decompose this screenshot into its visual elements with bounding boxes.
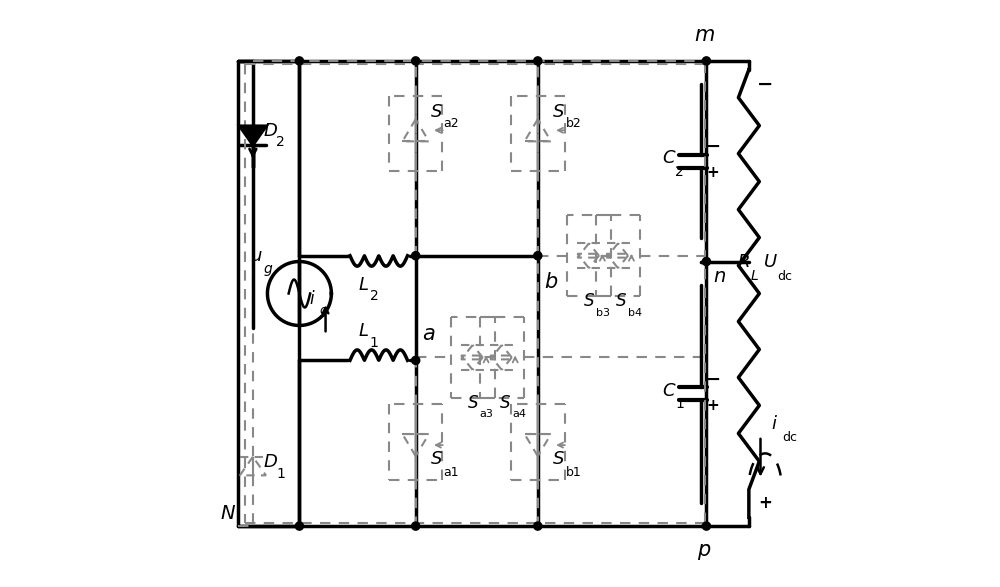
Text: $S$: $S$	[552, 450, 565, 468]
Text: $L$: $L$	[358, 322, 369, 340]
Text: b1: b1	[566, 465, 581, 478]
Text: L: L	[751, 269, 758, 283]
Text: $N$: $N$	[220, 504, 236, 523]
Text: $p$: $p$	[697, 542, 712, 562]
Circle shape	[534, 57, 542, 65]
Circle shape	[295, 522, 303, 530]
Text: 2: 2	[675, 165, 684, 178]
Text: $D$: $D$	[263, 122, 278, 140]
Text: +: +	[758, 494, 772, 512]
Text: 1: 1	[276, 467, 285, 481]
Text: $L$: $L$	[358, 276, 369, 294]
Circle shape	[702, 522, 710, 530]
Text: $S$: $S$	[552, 103, 565, 120]
Text: $S$: $S$	[583, 292, 595, 310]
Circle shape	[295, 57, 303, 65]
Text: $U$: $U$	[763, 252, 778, 271]
Text: $b$: $b$	[544, 272, 558, 292]
Text: 1: 1	[370, 336, 379, 350]
Circle shape	[702, 258, 710, 265]
Text: $S$: $S$	[615, 292, 627, 310]
Text: +: +	[706, 398, 719, 413]
Text: −: −	[705, 138, 720, 156]
Text: +: +	[706, 165, 719, 180]
Text: g: g	[320, 305, 328, 318]
Text: $D$: $D$	[263, 453, 278, 471]
Text: −: −	[757, 75, 773, 94]
Text: $S$: $S$	[499, 394, 511, 412]
Text: $i$: $i$	[771, 416, 778, 433]
Text: $R$: $R$	[737, 252, 750, 271]
Circle shape	[412, 356, 420, 365]
Text: 2: 2	[370, 289, 379, 303]
Text: $a$: $a$	[422, 324, 435, 344]
Text: a1: a1	[444, 465, 459, 478]
Text: $m$: $m$	[694, 25, 715, 45]
Circle shape	[412, 57, 420, 65]
Text: b3: b3	[596, 308, 610, 318]
Text: $C$: $C$	[662, 382, 677, 400]
Polygon shape	[240, 126, 266, 145]
Text: b2: b2	[566, 117, 581, 130]
Text: dc: dc	[777, 269, 792, 282]
Text: dc: dc	[783, 431, 798, 444]
Text: 1: 1	[675, 397, 684, 411]
Text: $C$: $C$	[662, 149, 677, 167]
Text: a2: a2	[444, 117, 459, 130]
Text: $S$: $S$	[467, 394, 479, 412]
Text: $S$: $S$	[430, 103, 443, 120]
Text: a4: a4	[512, 410, 526, 420]
Text: $S$: $S$	[430, 450, 443, 468]
Circle shape	[702, 57, 710, 65]
Text: $n$: $n$	[713, 266, 726, 285]
Circle shape	[412, 252, 420, 260]
Circle shape	[412, 522, 420, 530]
Circle shape	[534, 252, 542, 260]
Text: $i$: $i$	[309, 291, 315, 308]
Text: −: −	[705, 371, 720, 389]
Text: g: g	[263, 262, 272, 276]
Text: b4: b4	[628, 308, 643, 318]
Text: a3: a3	[480, 410, 494, 420]
Text: 2: 2	[276, 136, 285, 149]
Text: $u$: $u$	[250, 247, 263, 265]
Circle shape	[534, 522, 542, 530]
